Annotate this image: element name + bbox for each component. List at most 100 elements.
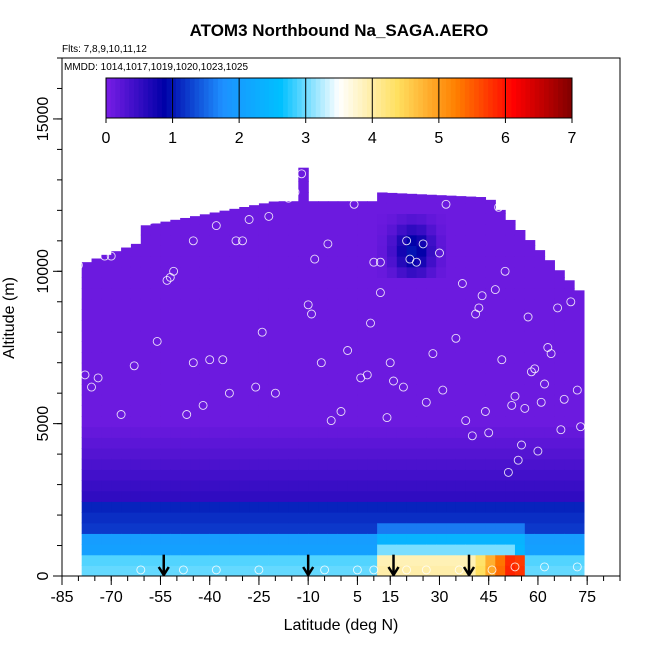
heatmap-cell bbox=[436, 448, 447, 460]
heatmap-cell bbox=[278, 490, 290, 502]
heatmap-cell bbox=[574, 522, 585, 534]
heatmap-cell bbox=[160, 490, 171, 502]
heatmap-cell bbox=[455, 213, 467, 225]
heatmap-cell bbox=[446, 298, 457, 310]
heatmap-cell bbox=[229, 405, 240, 417]
colorbar-swatch bbox=[255, 78, 261, 118]
sample-point bbox=[418, 239, 428, 249]
heatmap-cell bbox=[308, 341, 319, 353]
heatmap-cell bbox=[288, 522, 299, 534]
heatmap-cell bbox=[190, 458, 201, 470]
heatmap-cell bbox=[318, 394, 329, 406]
heatmap-cell bbox=[318, 277, 329, 289]
heatmap-cell bbox=[258, 373, 270, 385]
heatmap-cell bbox=[180, 309, 191, 321]
heatmap-cell bbox=[308, 362, 319, 374]
heatmap-cell bbox=[495, 384, 506, 396]
heatmap-cell bbox=[140, 522, 152, 534]
heatmap-cell bbox=[475, 426, 487, 438]
heatmap-cell bbox=[170, 405, 181, 417]
sample-point bbox=[323, 239, 333, 249]
heatmap-cell bbox=[258, 426, 270, 438]
heatmap-cell bbox=[514, 394, 526, 406]
heatmap-cell bbox=[140, 298, 152, 310]
heatmap-cell bbox=[416, 384, 427, 396]
heatmap-cell bbox=[564, 373, 575, 385]
heatmap-cell bbox=[574, 320, 585, 332]
heatmap-cell bbox=[150, 437, 162, 449]
heatmap-cell bbox=[446, 480, 457, 492]
heatmap-cell bbox=[446, 469, 457, 481]
heatmap-cell bbox=[475, 544, 487, 556]
heatmap-cell bbox=[81, 384, 93, 396]
heatmap-cell bbox=[426, 234, 437, 246]
heatmap-cell bbox=[121, 533, 132, 545]
heatmap-cell bbox=[377, 277, 388, 289]
sample-point bbox=[398, 382, 408, 392]
colorbar-swatch bbox=[394, 78, 401, 118]
heatmap-cell bbox=[485, 341, 496, 353]
heatmap-cell bbox=[455, 426, 467, 438]
heatmap-cell bbox=[337, 394, 349, 406]
heatmap-cell bbox=[495, 288, 506, 300]
heatmap-cell bbox=[318, 298, 329, 310]
heatmap-cell bbox=[357, 437, 368, 449]
heatmap-cell bbox=[495, 213, 506, 225]
heatmap-cell bbox=[465, 544, 477, 556]
heatmap-cell bbox=[160, 437, 171, 449]
heatmap-cell bbox=[426, 320, 437, 332]
heatmap-cell bbox=[150, 480, 162, 492]
heatmap-cell bbox=[426, 256, 437, 268]
sample-point bbox=[556, 425, 566, 435]
heatmap-cell bbox=[514, 405, 526, 417]
heatmap-cell bbox=[564, 426, 575, 438]
sample-point bbox=[477, 291, 487, 301]
heatmap-cell bbox=[485, 266, 496, 278]
heatmap-cell bbox=[308, 533, 319, 545]
colorbar-swatch bbox=[166, 78, 172, 118]
heatmap-cell bbox=[574, 469, 585, 481]
heatmap-cell bbox=[436, 437, 447, 449]
heatmap-cell bbox=[121, 512, 132, 524]
heatmap-cell bbox=[180, 554, 191, 566]
heatmap-cell bbox=[190, 512, 201, 524]
heatmap-cell bbox=[81, 405, 93, 417]
heatmap-cell bbox=[121, 394, 132, 406]
heatmap-cell bbox=[209, 212, 221, 214]
heatmap-cell bbox=[140, 266, 152, 278]
heatmap-cell bbox=[465, 448, 477, 460]
heatmap-cell bbox=[475, 277, 487, 289]
heatmap-cell bbox=[298, 245, 309, 257]
heatmap-cell bbox=[446, 554, 457, 566]
colorbar-tick-label: 1 bbox=[168, 130, 177, 147]
heatmap-cell bbox=[347, 330, 359, 342]
heatmap-cell bbox=[288, 480, 299, 492]
colorbar-swatch bbox=[133, 78, 140, 118]
heatmap-cell bbox=[288, 224, 299, 236]
heatmap-cell bbox=[298, 352, 309, 364]
heatmap-cell bbox=[347, 458, 359, 470]
colorbar-swatch bbox=[492, 78, 498, 118]
sample-point bbox=[533, 446, 543, 456]
heatmap-cell bbox=[111, 533, 122, 545]
heatmap-cell bbox=[130, 277, 142, 289]
heatmap-cell bbox=[111, 554, 122, 566]
heatmap-cell bbox=[91, 416, 102, 428]
heatmap-cell bbox=[298, 405, 309, 417]
heatmap-cell bbox=[357, 533, 368, 545]
heatmap-cell bbox=[199, 320, 211, 332]
heatmap-cell bbox=[426, 448, 437, 460]
heatmap-cell bbox=[396, 298, 408, 310]
heatmap-cell bbox=[239, 448, 250, 460]
colorbar-swatch bbox=[194, 78, 200, 118]
heatmap-cell bbox=[249, 565, 260, 576]
heatmap-cell bbox=[81, 266, 93, 278]
heatmap-cell bbox=[209, 256, 221, 268]
heatmap-cell bbox=[564, 448, 575, 460]
heatmap-cell bbox=[514, 469, 526, 481]
heatmap-cell bbox=[564, 480, 575, 492]
heatmap-cell bbox=[288, 330, 299, 342]
heatmap-cell bbox=[180, 320, 191, 332]
heatmap-cell bbox=[386, 266, 398, 278]
heatmap-cell bbox=[268, 458, 280, 470]
